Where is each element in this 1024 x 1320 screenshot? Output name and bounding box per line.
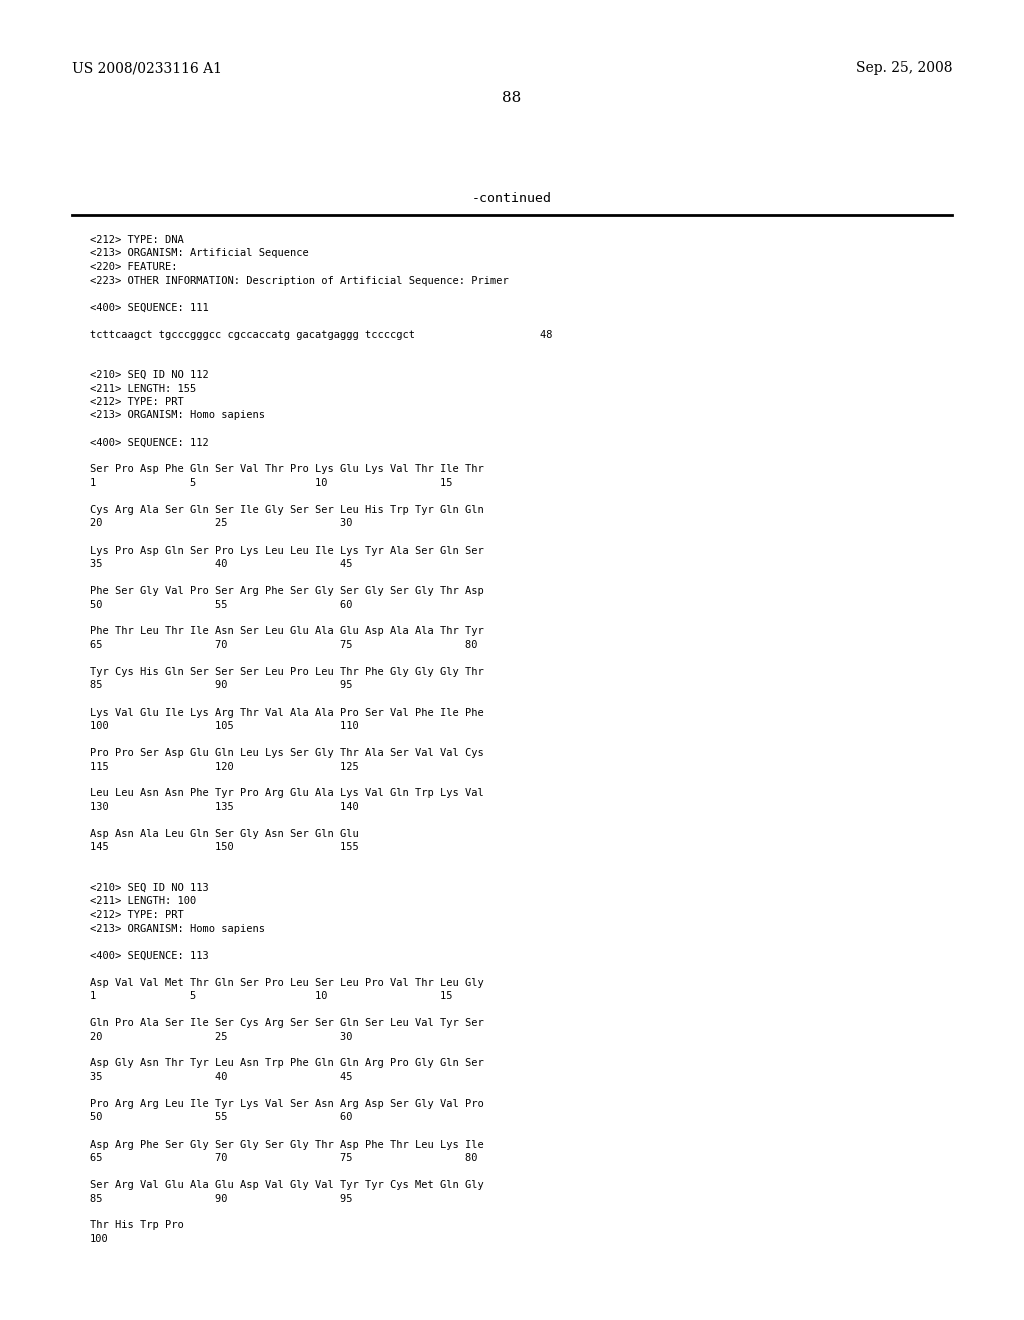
Text: 85                  90                  95: 85 90 95 bbox=[90, 681, 352, 690]
Text: 65                  70                  75                  80: 65 70 75 80 bbox=[90, 640, 477, 649]
Text: 50                  55                  60: 50 55 60 bbox=[90, 1113, 352, 1122]
Text: 1               5                   10                  15: 1 5 10 15 bbox=[90, 478, 453, 488]
Text: Asp Asn Ala Leu Gln Ser Gly Asn Ser Gln Glu: Asp Asn Ala Leu Gln Ser Gly Asn Ser Gln … bbox=[90, 829, 358, 840]
Text: 1               5                   10                  15: 1 5 10 15 bbox=[90, 991, 453, 1001]
Text: 100: 100 bbox=[90, 1234, 109, 1243]
Text: -continued: -continued bbox=[472, 191, 552, 205]
Text: 35                  40                  45: 35 40 45 bbox=[90, 558, 352, 569]
Text: Phe Ser Gly Val Pro Ser Arg Phe Ser Gly Ser Gly Ser Gly Thr Asp: Phe Ser Gly Val Pro Ser Arg Phe Ser Gly … bbox=[90, 586, 483, 597]
Text: 20                  25                  30: 20 25 30 bbox=[90, 519, 352, 528]
Text: Asp Arg Phe Ser Gly Ser Gly Ser Gly Thr Asp Phe Thr Leu Lys Ile: Asp Arg Phe Ser Gly Ser Gly Ser Gly Thr … bbox=[90, 1139, 483, 1150]
Text: Lys Pro Asp Gln Ser Pro Lys Leu Leu Ile Lys Tyr Ala Ser Gln Ser: Lys Pro Asp Gln Ser Pro Lys Leu Leu Ile … bbox=[90, 545, 483, 556]
Text: Cys Arg Ala Ser Gln Ser Ile Gly Ser Ser Leu His Trp Tyr Gln Gln: Cys Arg Ala Ser Gln Ser Ile Gly Ser Ser … bbox=[90, 506, 483, 515]
Text: 20                  25                  30: 20 25 30 bbox=[90, 1031, 352, 1041]
Text: Asp Val Val Met Thr Gln Ser Pro Leu Ser Leu Pro Val Thr Leu Gly: Asp Val Val Met Thr Gln Ser Pro Leu Ser … bbox=[90, 978, 483, 987]
Text: <212> TYPE: PRT: <212> TYPE: PRT bbox=[90, 397, 183, 407]
Text: Asp Gly Asn Thr Tyr Leu Asn Trp Phe Gln Gln Arg Pro Gly Gln Ser: Asp Gly Asn Thr Tyr Leu Asn Trp Phe Gln … bbox=[90, 1059, 483, 1068]
Text: <211> LENGTH: 155: <211> LENGTH: 155 bbox=[90, 384, 197, 393]
Text: 85                  90                  95: 85 90 95 bbox=[90, 1193, 352, 1204]
Text: <212> TYPE: DNA: <212> TYPE: DNA bbox=[90, 235, 183, 246]
Text: Ser Pro Asp Phe Gln Ser Val Thr Pro Lys Glu Lys Val Thr Ile Thr: Ser Pro Asp Phe Gln Ser Val Thr Pro Lys … bbox=[90, 465, 483, 474]
Text: 145                 150                 155: 145 150 155 bbox=[90, 842, 358, 853]
Text: <210> SEQ ID NO 112: <210> SEQ ID NO 112 bbox=[90, 370, 209, 380]
Text: Ser Arg Val Glu Ala Glu Asp Val Gly Val Tyr Tyr Cys Met Gln Gly: Ser Arg Val Glu Ala Glu Asp Val Gly Val … bbox=[90, 1180, 483, 1191]
Text: <400> SEQUENCE: 111: <400> SEQUENCE: 111 bbox=[90, 302, 209, 313]
Text: <210> SEQ ID NO 113: <210> SEQ ID NO 113 bbox=[90, 883, 209, 894]
Text: <400> SEQUENCE: 113: <400> SEQUENCE: 113 bbox=[90, 950, 209, 961]
Text: Pro Pro Ser Asp Glu Gln Leu Lys Ser Gly Thr Ala Ser Val Val Cys: Pro Pro Ser Asp Glu Gln Leu Lys Ser Gly … bbox=[90, 748, 483, 758]
Text: 115                 120                 125: 115 120 125 bbox=[90, 762, 358, 771]
Text: 50                  55                  60: 50 55 60 bbox=[90, 599, 352, 610]
Text: Lys Val Glu Ile Lys Arg Thr Val Ala Ala Pro Ser Val Phe Ile Phe: Lys Val Glu Ile Lys Arg Thr Val Ala Ala … bbox=[90, 708, 483, 718]
Text: US 2008/0233116 A1: US 2008/0233116 A1 bbox=[72, 61, 222, 75]
Text: Pro Arg Arg Leu Ile Tyr Lys Val Ser Asn Arg Asp Ser Gly Val Pro: Pro Arg Arg Leu Ile Tyr Lys Val Ser Asn … bbox=[90, 1100, 483, 1109]
Text: Thr His Trp Pro: Thr His Trp Pro bbox=[90, 1221, 183, 1230]
Text: <400> SEQUENCE: 112: <400> SEQUENCE: 112 bbox=[90, 437, 209, 447]
Text: tcttcaagct tgcccgggcc cgccaccatg gacatgaggg tccccgct                    48: tcttcaagct tgcccgggcc cgccaccatg gacatga… bbox=[90, 330, 553, 339]
Text: <213> ORGANISM: Artificial Sequence: <213> ORGANISM: Artificial Sequence bbox=[90, 248, 309, 259]
Text: Leu Leu Asn Asn Phe Tyr Pro Arg Glu Ala Lys Val Gln Trp Lys Val: Leu Leu Asn Asn Phe Tyr Pro Arg Glu Ala … bbox=[90, 788, 483, 799]
Text: 88: 88 bbox=[503, 91, 521, 106]
Text: Phe Thr Leu Thr Ile Asn Ser Leu Glu Ala Glu Asp Ala Ala Thr Tyr: Phe Thr Leu Thr Ile Asn Ser Leu Glu Ala … bbox=[90, 627, 483, 636]
Text: <213> ORGANISM: Homo sapiens: <213> ORGANISM: Homo sapiens bbox=[90, 924, 265, 933]
Text: Tyr Cys His Gln Ser Ser Ser Leu Pro Leu Thr Phe Gly Gly Gly Thr: Tyr Cys His Gln Ser Ser Ser Leu Pro Leu … bbox=[90, 667, 483, 677]
Text: 100                 105                 110: 100 105 110 bbox=[90, 721, 358, 731]
Text: <212> TYPE: PRT: <212> TYPE: PRT bbox=[90, 909, 183, 920]
Text: <220> FEATURE:: <220> FEATURE: bbox=[90, 261, 177, 272]
Text: 130                 135                 140: 130 135 140 bbox=[90, 803, 358, 812]
Text: <213> ORGANISM: Homo sapiens: <213> ORGANISM: Homo sapiens bbox=[90, 411, 265, 421]
Text: 65                  70                  75                  80: 65 70 75 80 bbox=[90, 1152, 477, 1163]
Text: <223> OTHER INFORMATION: Description of Artificial Sequence: Primer: <223> OTHER INFORMATION: Description of … bbox=[90, 276, 509, 285]
Text: <211> LENGTH: 100: <211> LENGTH: 100 bbox=[90, 896, 197, 907]
Text: Sep. 25, 2008: Sep. 25, 2008 bbox=[855, 61, 952, 75]
Text: 35                  40                  45: 35 40 45 bbox=[90, 1072, 352, 1082]
Text: Gln Pro Ala Ser Ile Ser Cys Arg Ser Ser Gln Ser Leu Val Tyr Ser: Gln Pro Ala Ser Ile Ser Cys Arg Ser Ser … bbox=[90, 1018, 483, 1028]
